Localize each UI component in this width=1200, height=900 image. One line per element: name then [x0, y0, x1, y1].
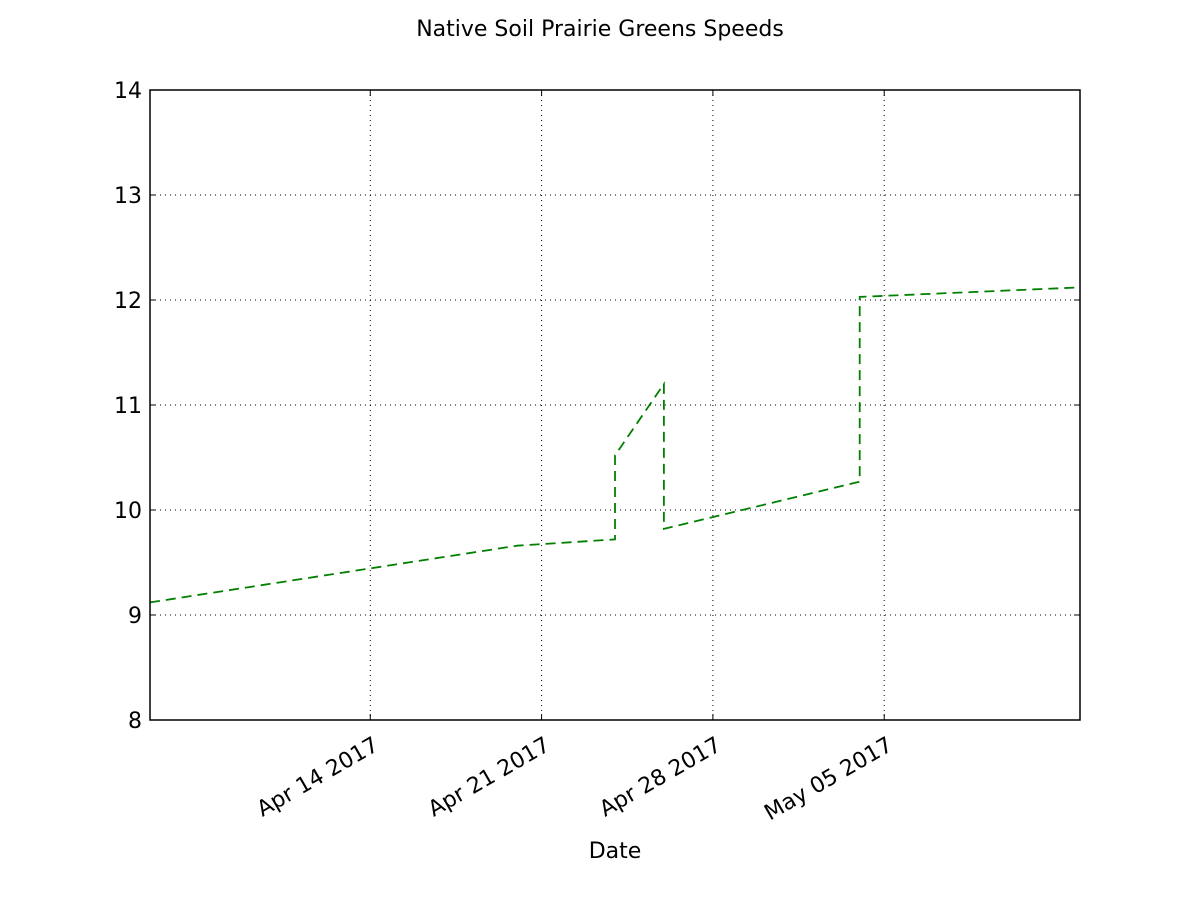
- x-tick-label: May 05 2017: [760, 733, 897, 826]
- y-tick-label: 9: [128, 604, 142, 629]
- chart-title: Native Soil Prairie Greens Speeds: [416, 17, 784, 42]
- y-tick-label: 14: [114, 79, 142, 104]
- ticks-layer: 8 9 10 11 12 13 14 Apr 14 2017 Apr 21 2017 Apr 28…: [114, 79, 1080, 826]
- x-axis-label: Date: [589, 839, 642, 864]
- y-tick-label: 11: [114, 394, 142, 419]
- x-tick-label: Apr 21 2017: [424, 733, 554, 823]
- series-layer: [149, 286, 1081, 604]
- grid-layer: [150, 90, 1080, 720]
- y-tick-label: 13: [114, 184, 142, 209]
- x-tick-label: Apr 14 2017: [253, 733, 383, 823]
- y-tick-label: 8: [128, 709, 142, 734]
- x-tick-label: Apr 28 2017: [595, 733, 725, 823]
- y-tick-label: 10: [114, 499, 142, 524]
- series-line: [149, 286, 1081, 604]
- y-tick-label: 12: [114, 289, 142, 314]
